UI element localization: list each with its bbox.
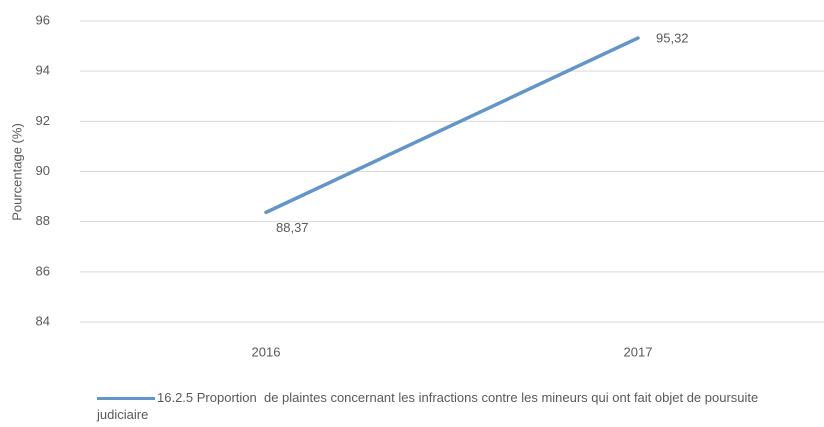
y-tick-label: 92 <box>36 113 50 128</box>
legend: 16.2.5 Proportion de plaintes concernant… <box>97 389 797 423</box>
chart: Pourcentage (%) 84 86 88 90 92 94 96 2016 2017 88… <box>9 12 824 359</box>
x-tick-label: 2016 <box>252 344 281 359</box>
legend-label: 16.2.5 Proportion de plaintes concernant… <box>97 390 762 422</box>
x-tick-label: 2017 <box>624 344 653 359</box>
data-line <box>264 36 640 215</box>
y-tick-label: 86 <box>36 263 50 278</box>
y-tick-label: 88 <box>36 213 50 228</box>
y-tick-label: 84 <box>36 313 50 328</box>
y-axis-label: Pourcentage (%) <box>9 123 24 221</box>
y-tick-label: 90 <box>36 163 50 178</box>
data-label: 95,32 <box>656 30 689 45</box>
data-label: 88,37 <box>276 220 309 235</box>
y-tick-label: 94 <box>36 63 50 78</box>
legend-swatch <box>97 397 155 401</box>
y-tick-label: 96 <box>36 12 50 27</box>
